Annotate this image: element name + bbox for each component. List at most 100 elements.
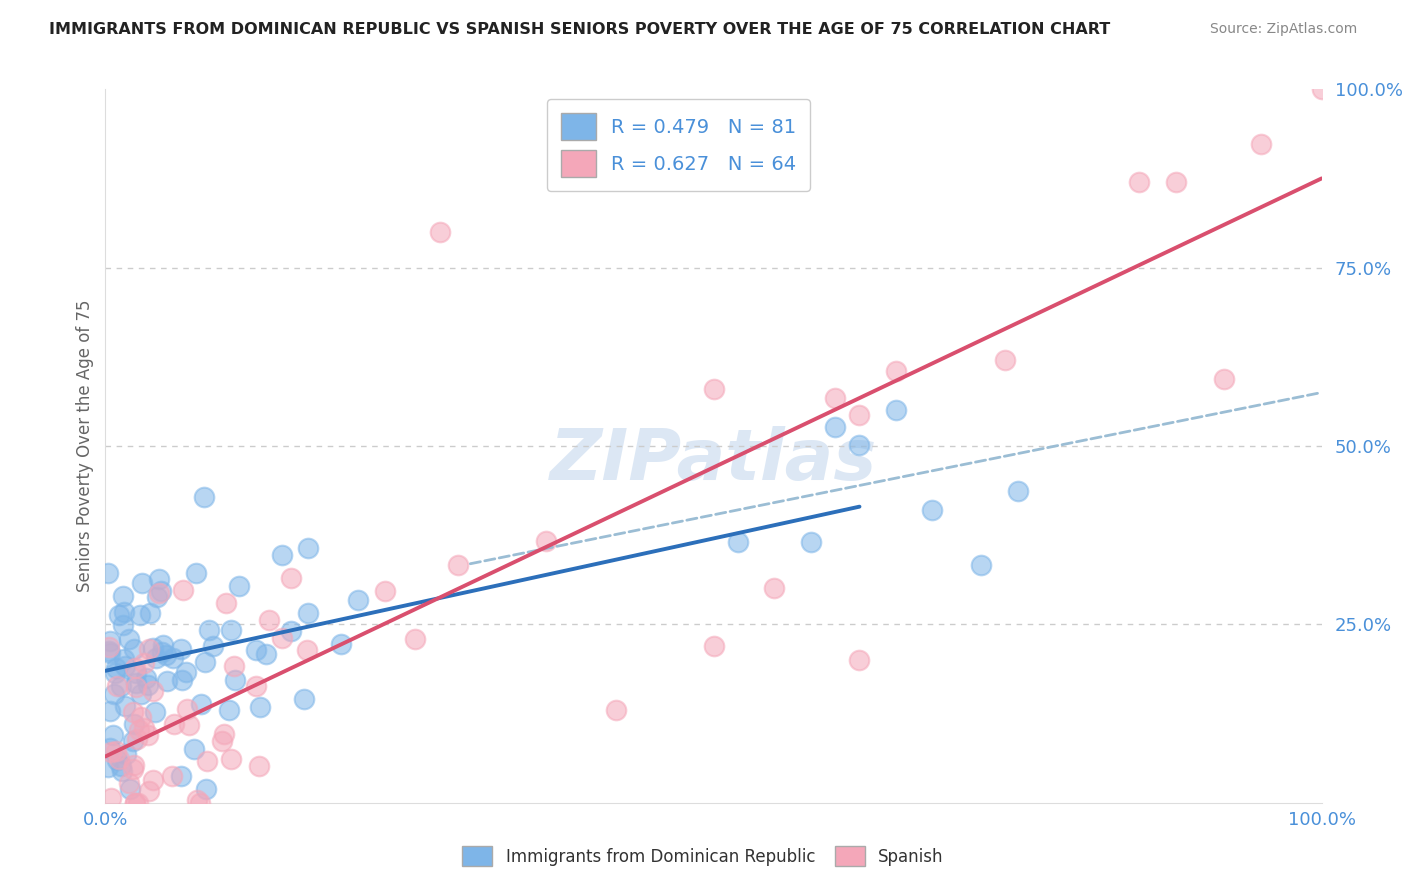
Point xyxy=(346,593,368,607)
Point xyxy=(193,490,215,504)
Point xyxy=(101,728,124,742)
Point xyxy=(184,566,207,580)
Legend: Immigrants from Dominican Republic, Spanish: Immigrants from Dominican Republic, Span… xyxy=(456,839,950,873)
Point xyxy=(105,753,128,767)
Point xyxy=(163,716,186,731)
Point xyxy=(124,642,146,657)
Point xyxy=(110,679,132,693)
Point xyxy=(194,655,217,669)
Point xyxy=(270,631,292,645)
Point xyxy=(848,408,870,422)
Point xyxy=(172,583,194,598)
Point xyxy=(150,584,173,599)
Point xyxy=(297,643,319,657)
Point xyxy=(1250,136,1272,151)
Point xyxy=(1007,483,1029,498)
Point xyxy=(188,796,211,810)
Point xyxy=(98,741,121,756)
Point xyxy=(132,721,155,735)
Point xyxy=(142,684,165,698)
Point xyxy=(122,757,145,772)
Point xyxy=(800,534,823,549)
Point xyxy=(100,790,122,805)
Point xyxy=(190,697,212,711)
Point xyxy=(100,745,122,759)
Point xyxy=(198,624,221,638)
Point xyxy=(702,382,725,396)
Point xyxy=(202,639,225,653)
Point xyxy=(763,581,786,595)
Point xyxy=(170,769,193,783)
Point xyxy=(270,549,292,563)
Point xyxy=(194,781,217,796)
Point xyxy=(136,678,159,692)
Point xyxy=(125,732,148,747)
Point xyxy=(148,572,170,586)
Point xyxy=(98,646,121,660)
Point xyxy=(186,793,208,807)
Point xyxy=(145,651,167,665)
Point xyxy=(297,541,319,556)
Point xyxy=(727,535,749,549)
Point xyxy=(131,687,153,701)
Point xyxy=(124,796,146,810)
Text: IMMIGRANTS FROM DOMINICAN REPUBLIC VS SPANISH SENIORS POVERTY OVER THE AGE OF 75: IMMIGRANTS FROM DOMINICAN REPUBLIC VS SP… xyxy=(49,22,1111,37)
Point xyxy=(142,641,165,656)
Point xyxy=(112,606,135,620)
Point xyxy=(139,607,162,621)
Point xyxy=(98,644,121,658)
Point xyxy=(172,673,194,688)
Point xyxy=(114,747,136,761)
Point xyxy=(124,661,146,675)
Point xyxy=(259,614,281,628)
Point xyxy=(152,639,174,653)
Point xyxy=(136,729,159,743)
Point xyxy=(135,672,157,686)
Point xyxy=(138,642,160,657)
Point xyxy=(125,665,148,680)
Point xyxy=(118,632,141,647)
Point xyxy=(1128,175,1150,189)
Point xyxy=(128,723,150,737)
Point xyxy=(97,760,120,774)
Point xyxy=(148,586,170,600)
Point xyxy=(118,776,141,790)
Point xyxy=(104,666,127,681)
Point xyxy=(247,759,270,773)
Point xyxy=(224,673,246,687)
Point xyxy=(114,659,136,673)
Point xyxy=(122,705,145,719)
Point xyxy=(212,727,235,741)
Point xyxy=(143,705,166,719)
Point xyxy=(125,680,148,694)
Point xyxy=(824,391,846,405)
Point xyxy=(219,752,242,766)
Point xyxy=(297,607,319,621)
Point xyxy=(218,703,240,717)
Point xyxy=(921,503,943,517)
Point xyxy=(122,762,145,776)
Point xyxy=(131,575,153,590)
Point xyxy=(249,699,271,714)
Point xyxy=(1213,372,1236,386)
Point xyxy=(176,702,198,716)
Point xyxy=(160,769,183,783)
Point xyxy=(125,675,148,690)
Point xyxy=(702,639,725,653)
Point xyxy=(211,733,233,747)
Point xyxy=(292,691,315,706)
Y-axis label: Seniors Poverty Over the Age of 75: Seniors Poverty Over the Age of 75 xyxy=(76,300,94,592)
Point xyxy=(404,632,426,647)
Point xyxy=(129,710,152,724)
Point xyxy=(848,438,870,452)
Point xyxy=(114,698,136,713)
Point xyxy=(215,596,238,610)
Point xyxy=(104,744,127,758)
Point xyxy=(108,608,131,623)
Point xyxy=(254,647,277,661)
Point xyxy=(118,781,141,796)
Point xyxy=(98,704,121,718)
Point xyxy=(195,754,218,768)
Point xyxy=(1164,175,1187,189)
Point xyxy=(110,759,132,773)
